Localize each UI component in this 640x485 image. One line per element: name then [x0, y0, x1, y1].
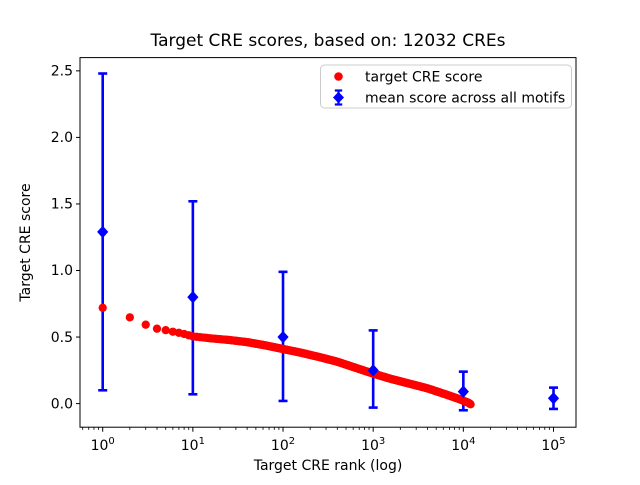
y-tick-label: 1.0: [51, 263, 73, 279]
legend-label-mean-score: mean score across all motifs: [365, 91, 565, 107]
legend-circle-marker: [334, 72, 343, 81]
mean-score-diamond: [367, 364, 379, 377]
red-data-point: [161, 325, 170, 335]
axis-ticks: 0.0 0.5 1.0 1.5 2.0 2.5 100 101 102 103 104 105: [51, 64, 566, 455]
y-tick-label: 2.5: [51, 64, 73, 80]
legend: target CRE score mean score across all m…: [320, 64, 572, 109]
legend-box: [320, 64, 572, 109]
x-tick-label: 105: [541, 436, 565, 454]
legend-label-target-cre-score: target CRE score: [365, 70, 482, 86]
legend-diamond-errorbar-marker: [333, 89, 344, 106]
mean-score-diamond: [547, 392, 560, 405]
red-data-point: [141, 320, 150, 329]
legend-entry-mean-score: mean score across all motifs: [333, 89, 565, 107]
mean-score-diamond: [277, 330, 289, 344]
red-data-point: [125, 313, 134, 322]
y-tick-label: 0.5: [51, 330, 73, 346]
y-tick-label: 1.5: [51, 197, 73, 213]
red-scatter-series: [98, 303, 475, 409]
x-tick-label: 102: [271, 436, 295, 454]
plot-frame: [79, 57, 577, 428]
x-tick-label: 104: [451, 436, 475, 454]
red-data-point: [98, 303, 107, 312]
y-tick-label: 2.0: [51, 130, 73, 146]
y-tick-label: 0.0: [51, 396, 73, 412]
x-tick-label: 101: [181, 436, 205, 454]
mean-score-diamond: [457, 385, 469, 398]
red-data-point: [152, 324, 162, 333]
x-tick-label: 100: [91, 436, 115, 454]
x-axis-label: Target CRE rank (log): [253, 458, 403, 474]
legend-entry-target-cre-score: target CRE score: [334, 70, 482, 86]
mean-score-diamond: [97, 225, 109, 239]
mean-score-diamond: [187, 290, 199, 304]
diamond-markers: [97, 225, 560, 405]
y-axis-label: Target CRE score: [18, 183, 34, 302]
red-data-point: [466, 400, 475, 409]
x-tick-label: 103: [361, 436, 385, 454]
chart-title: Target CRE scores, based on: 12032 CREs: [150, 31, 506, 51]
